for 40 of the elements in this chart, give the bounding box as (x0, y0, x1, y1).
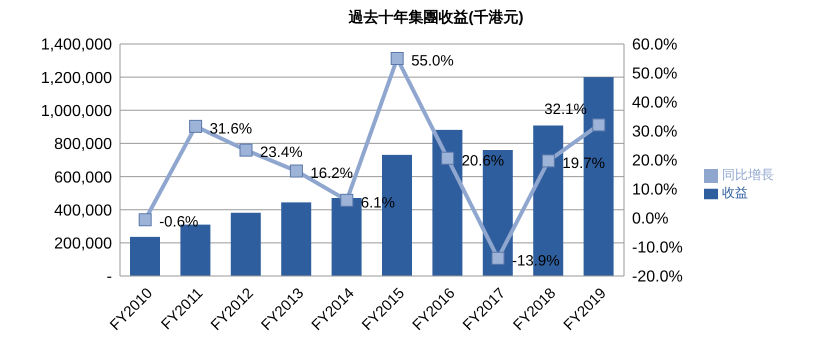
point (138, 213, 152, 226)
y2-tick-label: 50.0% (632, 66, 678, 83)
bar (130, 236, 160, 276)
legend-label: 同比增長 (722, 167, 774, 182)
data-label: -0.6% (159, 214, 198, 231)
point (290, 164, 303, 178)
bar (332, 198, 362, 276)
data-label: 16.2% (310, 165, 353, 182)
bar (432, 130, 462, 276)
y-tick-label: 200,000 (54, 236, 112, 253)
bar (281, 202, 312, 276)
y-tick-label: 600,000 (54, 169, 112, 186)
y2-tick-label: 30.0% (632, 124, 678, 141)
point (492, 252, 504, 265)
point (340, 194, 354, 207)
legend-label: 收益 (722, 185, 748, 200)
point (592, 118, 606, 132)
point (542, 154, 555, 168)
point (240, 144, 252, 157)
chart-title: 過去十年集團收益(千港元) (348, 8, 524, 28)
point (441, 152, 454, 165)
data-label: 23.4% (260, 144, 303, 162)
data-label: 55.0% (411, 52, 454, 70)
y-tick-label: 1,200,000 (40, 70, 112, 87)
point (390, 52, 404, 65)
y2-tick-label: 20.0% (632, 152, 678, 170)
y2-tick-label: -20.0% (632, 268, 683, 286)
y2-tick-label: 40.0% (632, 94, 678, 112)
y2-tick-label: 0.0% (632, 210, 668, 228)
y2-tick-label: 10.0% (632, 182, 678, 199)
y-tick-label: 1,400,000 (40, 36, 112, 54)
point (189, 120, 202, 133)
y-tick-label: 800,000 (54, 136, 112, 154)
bar (230, 212, 261, 276)
y-tick-label: - (106, 268, 112, 286)
y-tick-label: 400,000 (54, 202, 112, 220)
y-tick-label: 1,000,000 (40, 102, 112, 120)
data-label: 31.6% (210, 120, 252, 138)
y2-tick-label: -10.0% (632, 240, 683, 257)
y2-tick-label: 60.0% (632, 36, 678, 54)
